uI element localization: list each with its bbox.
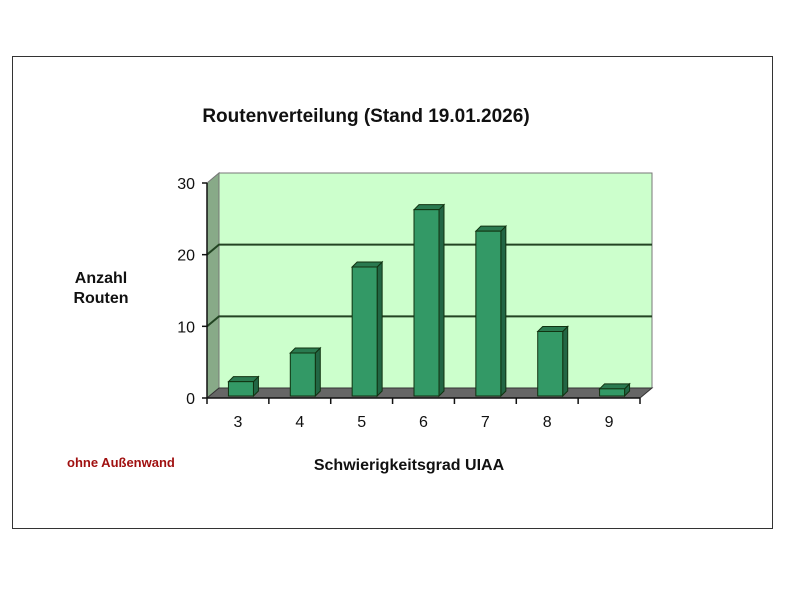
- bar-top: [536, 326, 569, 332]
- x-tick-label: 6: [419, 414, 428, 431]
- x-tick-label: 8: [543, 414, 552, 431]
- bar-7: [475, 230, 502, 397]
- bar-8: [537, 331, 564, 397]
- gridline: [206, 315, 652, 328]
- gridline: [206, 243, 652, 256]
- bar-6: [413, 209, 440, 397]
- bar-top: [474, 225, 508, 232]
- y-tick-label: 20: [177, 248, 195, 265]
- bar-top: [289, 347, 322, 354]
- bar-side: [376, 260, 383, 398]
- x-tick-label: 9: [605, 414, 614, 431]
- y-tick-label: 0: [186, 391, 195, 408]
- bar-side: [500, 224, 507, 398]
- bar-top: [227, 376, 260, 383]
- bar-4: [289, 352, 316, 397]
- chart-frame: [12, 56, 773, 529]
- chart-title: Routenverteilung (Stand 19.01.2026): [202, 106, 529, 127]
- x-tick-label: 4: [295, 414, 304, 431]
- y-tick-label: 10: [177, 319, 195, 336]
- y-axis-label-line2: Routen: [73, 290, 128, 307]
- bar-9: [599, 388, 626, 397]
- bar-top: [598, 383, 631, 390]
- y-axis-label-line1: Anzahl: [75, 270, 127, 287]
- x-tick-label: 7: [481, 414, 490, 431]
- annotation-note: ohne Außenwand: [67, 455, 175, 470]
- x-tick-label: 5: [357, 414, 366, 431]
- bar-5: [351, 266, 378, 397]
- x-tick-label: 3: [233, 414, 242, 431]
- bar-3: [227, 381, 254, 397]
- y-tick-label: 30: [177, 176, 195, 193]
- plot-side-wall: [206, 171, 220, 400]
- bar-top: [412, 204, 446, 211]
- bar-side: [562, 325, 569, 398]
- bar-side: [314, 346, 321, 398]
- bar-top: [350, 261, 384, 268]
- bar-side: [438, 203, 445, 398]
- x-axis-label: Schwierigkeitsgrad UIAA: [314, 457, 505, 474]
